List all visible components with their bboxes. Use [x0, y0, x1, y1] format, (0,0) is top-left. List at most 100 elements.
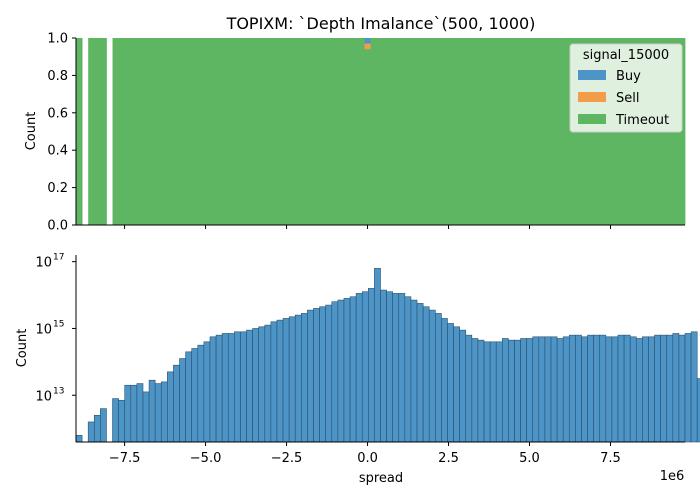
legend-title: signal_15000	[583, 48, 669, 63]
chart-title: TOPIXM: `Depth Imalance`(500, 1000)	[226, 14, 536, 33]
histogram-bar	[368, 288, 375, 443]
histogram-bar	[221, 333, 229, 443]
histogram-bar	[453, 326, 460, 443]
bottom-x-axis-label: spread	[359, 471, 403, 486]
histogram-bar	[696, 378, 700, 443]
histogram-bar	[629, 336, 637, 443]
histogram-bar	[404, 296, 412, 443]
timeout-bar	[118, 38, 126, 225]
timeout-bar	[678, 38, 686, 225]
bottom-x-tick-label: −7.5	[109, 451, 141, 466]
timeout-bar	[362, 38, 369, 225]
top-axes: 0.0 0.2 0.4 0.6 0.8 1.0	[47, 32, 685, 234]
timeout-bar	[112, 38, 120, 225]
histogram-bar	[264, 324, 272, 443]
timeout-bar	[417, 38, 424, 225]
timeout-bar	[276, 38, 284, 225]
timeout-bar	[313, 38, 320, 225]
bottom-x-tick-label: 7.5	[600, 451, 621, 466]
bottom-x-tick-label: −5.0	[190, 451, 222, 466]
histogram-bar	[544, 336, 552, 443]
timeout-bar	[234, 38, 241, 225]
histogram-bar	[252, 328, 260, 443]
timeout-bar	[453, 38, 461, 225]
bottom-y-tick-label-base: 10	[35, 322, 52, 337]
timeout-bar	[508, 38, 515, 225]
timeout-bar	[477, 38, 485, 225]
histogram-bar	[623, 334, 631, 443]
histogram-bar	[648, 336, 655, 443]
histogram-bar	[288, 316, 296, 443]
top-y-tick-label: 0.4	[47, 144, 68, 159]
bottom-x-tick-label: −2.5	[271, 451, 303, 466]
timeout-bar	[392, 38, 400, 225]
histogram-bar	[142, 391, 150, 443]
top-y-axis-label: Count	[24, 112, 39, 151]
bottom-bars	[75, 268, 700, 443]
timeout-bar	[100, 38, 107, 225]
histogram-bar	[337, 299, 345, 443]
timeout-bar	[252, 38, 260, 225]
timeout-bar	[149, 38, 156, 225]
top-y-tick-label: 0.0	[47, 219, 68, 234]
histogram-bar	[179, 358, 186, 443]
legend: signal_15000 Buy Sell Timeout	[569, 43, 683, 133]
histogram-bar	[124, 384, 132, 443]
timeout-bar	[471, 38, 479, 225]
histogram-bar	[514, 339, 521, 443]
histogram-bar	[148, 379, 156, 443]
histogram-bar	[167, 371, 174, 443]
histogram-bar	[240, 331, 247, 443]
timeout-bar	[337, 38, 345, 225]
timeout-bar	[484, 38, 491, 225]
histogram-bar	[331, 301, 339, 443]
timeout-bar	[380, 38, 387, 225]
bottom-y-axis-label: Count	[15, 329, 30, 368]
histogram-bar	[294, 314, 302, 443]
histogram-bar	[550, 336, 558, 443]
histogram-bar	[203, 341, 211, 443]
timeout-bar	[502, 38, 509, 225]
timeout-bar	[557, 38, 564, 225]
legend-swatch-sell	[578, 92, 606, 102]
histogram-bar	[459, 329, 467, 443]
histogram-bar	[422, 306, 430, 443]
histogram-bar	[361, 291, 369, 443]
histogram-bar	[307, 309, 314, 443]
histogram-bar	[112, 398, 119, 443]
timeout-bar	[289, 38, 296, 225]
histogram-bar	[93, 414, 101, 443]
histogram-bar	[416, 303, 424, 443]
bottom-y-tick-label-base: 10	[35, 389, 52, 404]
histogram-bar	[398, 293, 406, 443]
timeout-bar	[209, 38, 217, 225]
top-y-tick-label: 0.8	[47, 69, 68, 84]
timeout-bar	[435, 38, 442, 225]
histogram-bar	[270, 321, 278, 443]
histogram-bar	[234, 331, 241, 443]
timeout-bar	[356, 38, 363, 225]
timeout-bar	[514, 38, 521, 225]
histogram-bar	[441, 318, 448, 443]
timeout-bar	[185, 38, 193, 225]
legend-box	[569, 43, 683, 133]
bottom-x-tick-label: 2.5	[438, 451, 459, 466]
timeout-bar	[142, 38, 150, 225]
timeout-bar	[459, 38, 467, 225]
timeout-bar	[544, 38, 552, 225]
legend-swatch-buy	[578, 70, 606, 80]
histogram-bar	[684, 333, 692, 443]
histogram-bar	[660, 334, 668, 443]
histogram-bar	[672, 333, 680, 443]
bottom-y-tick-label-exp: 15	[53, 319, 64, 329]
timeout-bar	[301, 38, 308, 225]
histogram-bar	[380, 289, 387, 443]
timeout-bar	[496, 38, 503, 225]
histogram-bar	[100, 408, 107, 443]
histogram-bar	[386, 291, 393, 443]
timeout-bar	[538, 38, 546, 225]
timeout-bar	[490, 38, 497, 225]
histogram-bar	[520, 338, 527, 443]
histogram-bar	[489, 341, 497, 443]
